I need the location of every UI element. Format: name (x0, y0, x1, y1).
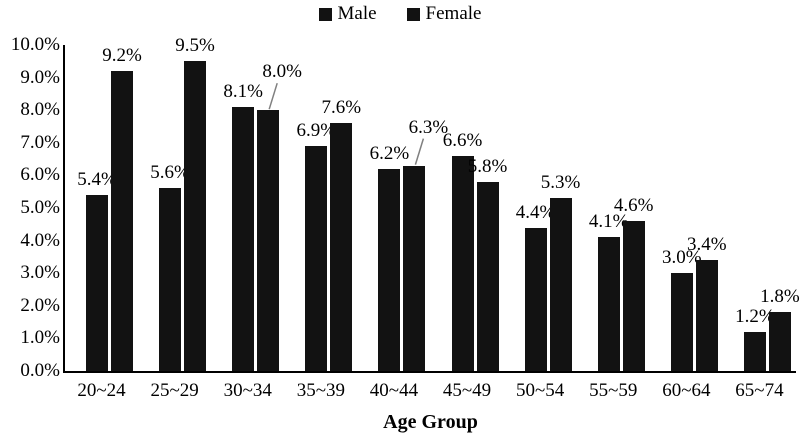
bar-female-60~64 (695, 260, 718, 371)
bar-male-35~39 (305, 146, 328, 371)
y-tick-label: 7.0% (20, 131, 60, 153)
bar-male-30~34 (232, 106, 255, 371)
bar-female-50~54 (549, 198, 572, 371)
bar-female-40~44 (403, 165, 426, 371)
x-axis-line (63, 371, 796, 373)
legend-label: Male (337, 3, 377, 24)
y-tick-label: 4.0% (20, 229, 60, 251)
legend-swatch-icon (318, 7, 332, 21)
chart-legend: Male Female (0, 3, 800, 25)
bar-male-25~29 (159, 188, 182, 371)
data-label-female-35~39: 7.6% (321, 97, 362, 119)
data-label-male-20~24: 5.4% (77, 168, 117, 190)
legend-item-female: Female (406, 3, 482, 25)
y-tick-label: 9.0% (20, 66, 60, 88)
y-tick-label: 5.0% (20, 197, 60, 218)
x-tick-label-25~29: 25~29 (150, 380, 199, 401)
data-label-male-40~44: 6.2% (369, 142, 410, 164)
x-tick-label-50~54: 50~54 (516, 380, 565, 401)
bar-female-25~29 (184, 61, 207, 371)
legend-item-male: Male (318, 3, 377, 25)
x-tick-label-55~59: 55~59 (589, 380, 638, 401)
bar-female-30~34 (257, 110, 280, 371)
y-tick-label: 8.0% (20, 99, 60, 121)
bar-male-65~74 (743, 331, 766, 371)
data-label-female-55~59: 4.6% (613, 195, 654, 217)
data-label-male-65~74: 1.2% (735, 305, 775, 327)
x-tick-label-60~64: 60~64 (662, 380, 711, 401)
data-label-male-50~54: 4.4% (515, 201, 556, 223)
x-tick-label-40~44: 40~44 (369, 380, 419, 401)
bar-female-20~24 (111, 71, 133, 371)
y-tick-label: 0.0% (20, 360, 60, 381)
data-label-male-25~29: 5.6% (150, 162, 190, 184)
data-label-female-45~49: 5.8% (467, 155, 508, 177)
y-tick-label: 2.0% (20, 294, 60, 316)
x-tick-label-35~39: 35~39 (296, 380, 345, 401)
y-tick-label: 3.0% (20, 262, 60, 284)
bar-female-55~59 (622, 221, 645, 371)
data-label-female-60~64: 3.4% (687, 234, 727, 256)
bar-male-45~49 (451, 155, 474, 371)
data-label-male-30~34: 8.1% (223, 80, 263, 102)
y-tick-label: 10.0% (10, 34, 60, 55)
bar-male-60~64 (670, 273, 693, 371)
legend-label: Female (425, 3, 482, 24)
x-tick-label-45~49: 45~49 (442, 380, 492, 401)
x-axis-title: Age Group (383, 411, 478, 433)
legend-swatch-icon (406, 7, 420, 21)
data-label-female-50~54: 5.3% (540, 172, 581, 194)
y-tick-label: 6.0% (20, 164, 60, 186)
x-tick-label-20~24: 20~24 (77, 380, 126, 401)
data-label-female-65~74: 1.8% (760, 286, 800, 308)
bar-male-20~24 (86, 194, 108, 371)
x-tick-label-30~34: 30~34 (223, 380, 272, 401)
bar-male-55~59 (597, 237, 620, 371)
data-label-male-55~59: 4.1% (588, 211, 629, 233)
bar-female-35~39 (330, 123, 353, 371)
data-label-male-35~39: 6.9% (296, 120, 337, 142)
data-label-male-60~64: 3.0% (662, 247, 702, 269)
data-label-female-40~44: 6.3% (408, 116, 449, 138)
bar-male-50~54 (524, 227, 547, 371)
bar-female-65~74 (768, 312, 791, 371)
bar-female-45~49 (476, 181, 499, 371)
bar-male-40~44 (378, 168, 401, 371)
y-axis-line (63, 45, 65, 373)
data-label-male-45~49: 6.6% (442, 129, 483, 151)
data-label-female-25~29: 9.5% (175, 35, 215, 57)
x-tick-label-65~74: 65~74 (735, 380, 784, 401)
y-tick-label: 1.0% (20, 327, 60, 349)
data-label-female-30~34: 8.0% (262, 61, 302, 83)
data-label-female-20~24: 9.2% (102, 45, 142, 67)
